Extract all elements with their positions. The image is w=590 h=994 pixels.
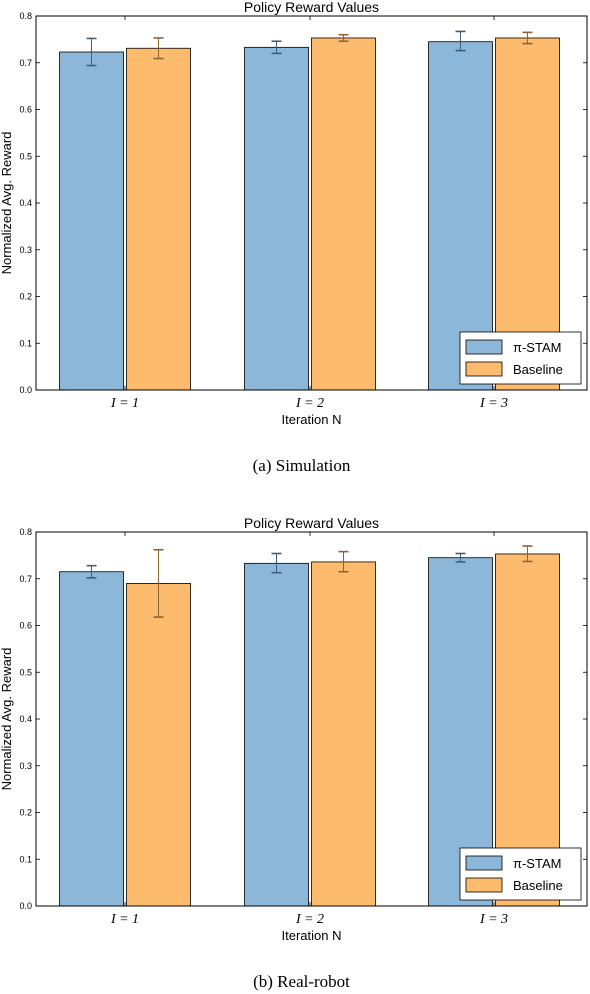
- y-axis-label: Normalized Avg. Reward: [0, 648, 14, 791]
- legend-swatch-baseline: [465, 361, 503, 377]
- y-tick-label: 0.2: [19, 808, 32, 818]
- bar-baseline: [495, 37, 560, 391]
- x-axis-label: Iteration N: [282, 928, 342, 943]
- bar-baseline: [126, 583, 191, 907]
- chart-title: Policy Reward Values: [244, 515, 379, 531]
- plot-frame: [35, 15, 588, 391]
- legend: π-STAM Baseline: [459, 331, 582, 385]
- y-tick-label: 0.5: [19, 667, 32, 677]
- y-tick-label: 0.4: [19, 714, 32, 724]
- bar-baseline: [495, 553, 560, 907]
- x-tick-label: I = 2: [295, 396, 324, 411]
- y-tick-label: 0.7: [19, 574, 32, 584]
- legend-swatch-pi-stam: [465, 855, 503, 871]
- y-tick-label: 0.3: [19, 245, 32, 255]
- y-axis-label: Normalized Avg. Reward: [0, 132, 14, 275]
- plot-frame: [35, 531, 588, 907]
- legend-label-pi-stam: π-STAM: [513, 340, 561, 355]
- legend-label-pi-stam: π-STAM: [513, 856, 561, 871]
- x-tick-label: I = 3: [479, 912, 508, 927]
- y-tick-label: 0.1: [19, 854, 32, 864]
- y-tick-label: 0.3: [19, 761, 32, 771]
- y-tick-label: 0.0: [19, 385, 32, 395]
- bar-pi-stam: [244, 562, 309, 907]
- bar-baseline: [311, 561, 376, 907]
- chart-panel-2: Policy Reward Values 0.0 0.1 0.2 0.3 0.4 0.5 0.…: [0, 515, 588, 991]
- bar-pi-stam: [59, 51, 124, 391]
- y-tick-label: 0.2: [19, 292, 32, 302]
- bar-baseline: [311, 37, 376, 391]
- x-tick-label: I = 2: [295, 912, 324, 927]
- x-axis-label: Iteration N: [282, 412, 342, 427]
- chart-caption: (b) Real-robot: [253, 972, 350, 991]
- x-tick-label: I = 3: [479, 396, 508, 411]
- legend: π-STAM Baseline: [459, 847, 582, 901]
- legend-label-baseline: Baseline: [513, 878, 563, 893]
- y-tick-label: 0.1: [19, 338, 32, 348]
- bar-baseline: [126, 47, 191, 391]
- chart-panel-1: Policy Reward Values 0.0 0.1 0.2 0.3 0.4 0.5 0.…: [0, 0, 588, 475]
- y-tick-label: 0.5: [19, 151, 32, 161]
- legend-label-baseline: Baseline: [513, 362, 563, 377]
- x-tick-label: I = 1: [110, 396, 139, 411]
- legend-swatch-baseline: [465, 877, 503, 893]
- y-tick-label: 0.6: [19, 105, 32, 115]
- bar-pi-stam: [244, 46, 309, 391]
- chart-title: Policy Reward Values: [244, 0, 379, 15]
- x-tick-label: I = 1: [110, 912, 139, 927]
- y-tick-label: 0.8: [19, 11, 32, 21]
- y-tick-label: 0.8: [19, 527, 32, 537]
- y-tick-label: 0.7: [19, 58, 32, 68]
- y-tick-label: 0.4: [19, 198, 32, 208]
- chart-caption: (a) Simulation: [253, 456, 351, 475]
- y-tick-label: 0.6: [19, 621, 32, 631]
- bar-pi-stam: [59, 571, 124, 907]
- y-tick-label: 0.0: [19, 901, 32, 911]
- legend-swatch-pi-stam: [465, 339, 503, 355]
